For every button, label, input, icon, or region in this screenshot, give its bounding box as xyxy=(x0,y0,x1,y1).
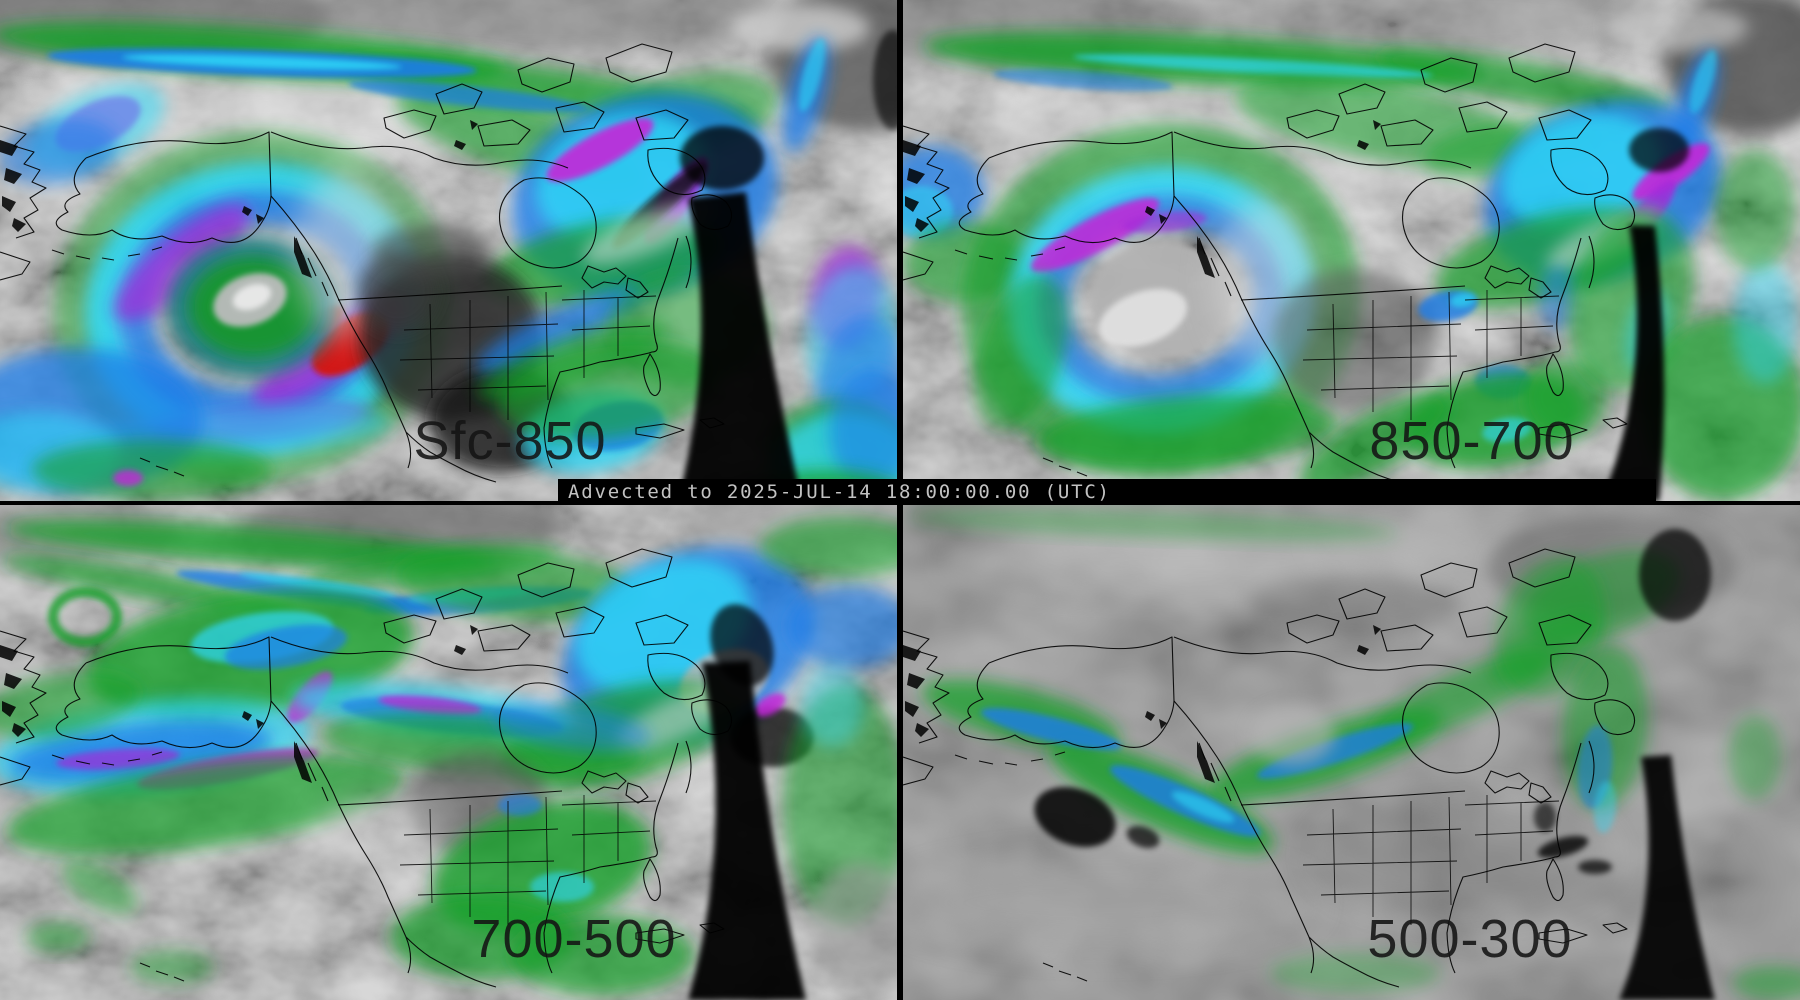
panel-sfc-850 xyxy=(0,0,897,501)
satellite-imagery-500-300 xyxy=(903,505,1800,1000)
advection-time-caption: Advected to 2025-JUL-14 18:00:00.00 (UTC… xyxy=(568,480,1111,503)
panel-850-700 xyxy=(903,0,1800,501)
panel-700-500 xyxy=(0,505,897,1000)
satellite-imagery-700-500 xyxy=(0,505,897,1000)
satellite-imagery-sfc-850 xyxy=(0,0,897,501)
satellite-imagery-850-700 xyxy=(903,0,1800,501)
advection-time-caption-bar: Advected to 2025-JUL-14 18:00:00.00 (UTC… xyxy=(558,479,1656,504)
panel-500-300 xyxy=(903,505,1800,1000)
